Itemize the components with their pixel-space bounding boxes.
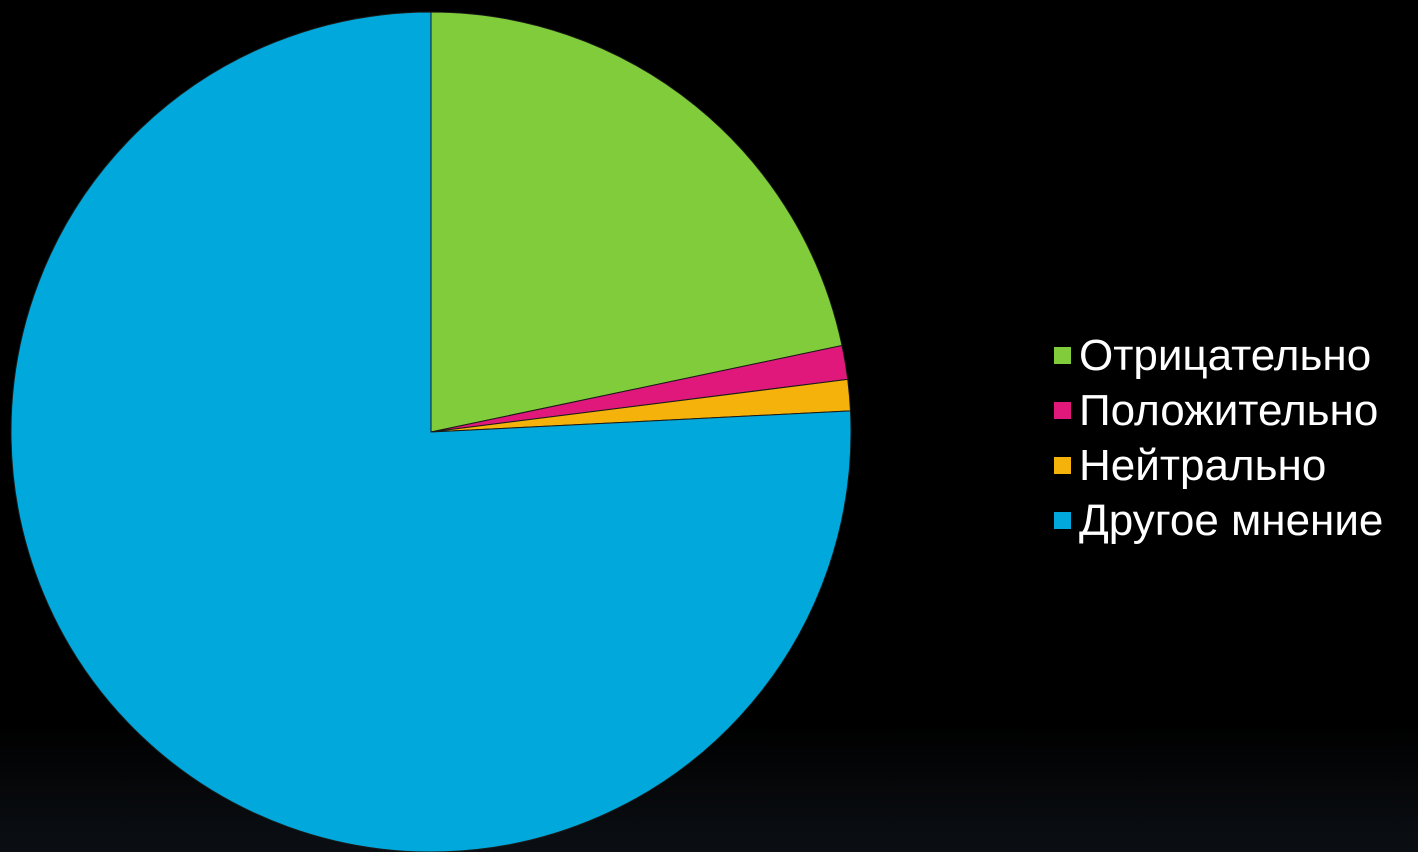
legend-label: Положительно — [1079, 383, 1378, 438]
legend-swatch — [1054, 457, 1071, 474]
legend-swatch — [1054, 512, 1071, 529]
legend-item: Отрицательно — [1054, 328, 1383, 383]
legend-label: Нейтрально — [1079, 438, 1326, 493]
legend-item: Другое мнение — [1054, 493, 1383, 548]
legend-item: Нейтрально — [1054, 438, 1383, 493]
chart-legend: Отрицательно Положительно Нейтрально Другое… — [1054, 328, 1383, 548]
legend-swatch — [1054, 347, 1071, 364]
pie-chart — [0, 0, 860, 852]
legend-swatch — [1054, 402, 1071, 419]
legend-label: Отрицательно — [1079, 328, 1371, 383]
legend-item: Положительно — [1054, 383, 1383, 438]
legend-label: Другое мнение — [1079, 493, 1383, 548]
